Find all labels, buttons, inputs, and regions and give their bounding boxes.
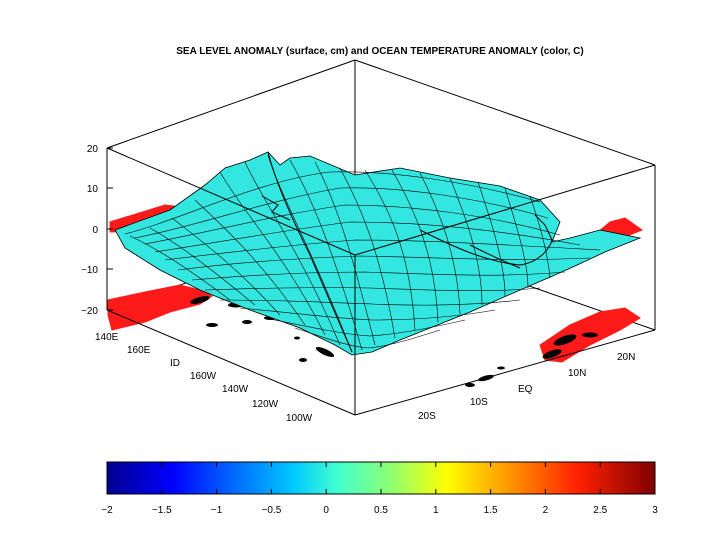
- z-tick-label: −20: [81, 306, 98, 317]
- z-tick-label: −10: [81, 265, 98, 276]
- lat-tick-label: 10N: [568, 368, 586, 379]
- z-tick-label: 10: [87, 184, 99, 195]
- lat-tick-label: 10S: [470, 397, 488, 408]
- surface-mesh-lat: [129, 154, 551, 353]
- surface-ridges: [261, 151, 553, 353]
- lon-axis-labels: 140E 160E ID 160W 140W 120W 100W: [95, 332, 313, 424]
- chart-title: SEA LEVEL ANOMALY (surface, cm) and OCEA…: [176, 46, 583, 57]
- z-tick-label: 0: [92, 225, 98, 236]
- lon-tick-label: 120W: [252, 399, 279, 410]
- colorbar-tick-label: 1.5: [484, 505, 498, 516]
- z-axis-labels: 20 10 0 −10 −20: [81, 144, 98, 317]
- land-mask-west-lower: [107, 284, 213, 331]
- lon-tick-label: 160W: [190, 371, 217, 382]
- colorbar-tick-label: 1: [433, 505, 439, 516]
- colorbar-tick-label: −0.5: [262, 505, 282, 516]
- colorbar-tick-label: 2.5: [593, 505, 607, 516]
- colorbar-tick-label: −2: [101, 505, 113, 516]
- surface-mesh-lon: [124, 171, 601, 349]
- lon-tick-label: 140E: [95, 332, 119, 343]
- colorbar-ticks: −2 −1.5 −1 −0.5 0 0.5 1 1.5 2 2.5 3: [101, 462, 658, 516]
- lon-tick-label: ID: [170, 358, 180, 369]
- colorbar-tick-label: −1: [211, 505, 223, 516]
- lon-tick-label: 140W: [222, 384, 249, 395]
- lon-tick-label: 100W: [286, 413, 313, 424]
- lat-tick-label: 20N: [617, 352, 635, 363]
- lat-tick-label: 20S: [418, 411, 436, 422]
- colorbar-tick-label: 3: [652, 505, 658, 516]
- sea-level-surface: [114, 151, 642, 356]
- colorbar-tick-label: 0.5: [374, 505, 388, 516]
- colorbar-tick-label: −1.5: [152, 505, 172, 516]
- colorbar-tick-label: 0: [323, 505, 329, 516]
- z-axis: [107, 147, 113, 311]
- lat-axis-labels: 20S 10S EQ 10N 20N: [418, 352, 635, 422]
- z-tick-label: 20: [87, 144, 99, 155]
- lon-tick-label: 160E: [127, 345, 151, 356]
- lat-tick-label: EQ: [518, 384, 533, 395]
- axis-box-front: [106, 147, 656, 416]
- colorbar-tick-label: 2: [543, 505, 549, 516]
- colorbar-gradient: [106, 461, 656, 495]
- colorbar: −2 −1.5 −1 −0.5 0 0.5 1 1.5 2 2.5 3: [101, 461, 658, 516]
